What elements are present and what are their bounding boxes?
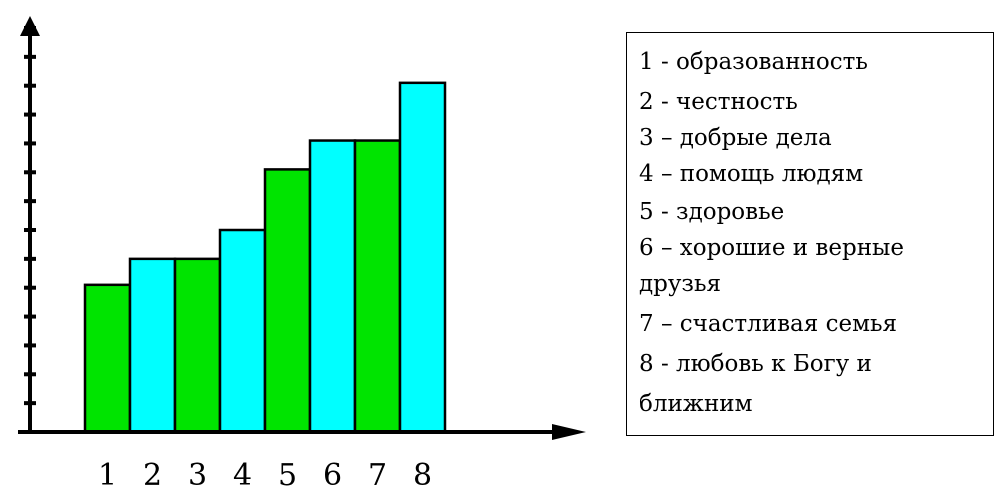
x-tick-label: 2 — [143, 458, 162, 492]
bar-8 — [398, 81, 447, 434]
bar-5 — [263, 168, 312, 434]
bar-1 — [83, 283, 132, 434]
legend-box: 1 - образованность 2 - честность 3 – доб… — [626, 32, 994, 436]
legend-item-5: 5 - здоровье — [639, 199, 785, 225]
bar-7 — [353, 139, 402, 434]
legend-item-2: 2 - честность — [639, 89, 798, 115]
legend-item-4: 4 – помощь людям — [639, 161, 864, 187]
bars — [83, 81, 447, 434]
y-axis-arrow — [20, 16, 40, 36]
bar-6 — [308, 139, 357, 434]
x-tick-label: 5 — [278, 458, 297, 492]
legend-item-1: 1 - образованность — [639, 49, 868, 75]
legend-item-8: 8 - любовь к Богу и — [639, 351, 872, 377]
bar-3 — [173, 257, 222, 434]
legend-item-6-continued: друзья — [639, 271, 721, 297]
axes — [18, 16, 586, 440]
x-tick-label: 8 — [413, 458, 432, 492]
x-tick-label: 6 — [323, 458, 342, 492]
legend-item-8-continued: ближним — [639, 391, 753, 417]
x-tick-label: 7 — [368, 458, 387, 492]
x-tick-label: 1 — [98, 458, 117, 492]
x-axis-arrow — [552, 424, 586, 440]
legend-item-3: 3 – добрые дела — [639, 125, 832, 151]
x-tick-label: 4 — [233, 458, 252, 492]
bar-2 — [128, 257, 177, 434]
legend-item-6: 6 – хорошие и верные — [639, 235, 904, 261]
x-tick-label: 3 — [188, 458, 207, 492]
legend-item-7: 7 – счастливая семья — [639, 311, 897, 337]
bar-4 — [218, 228, 267, 434]
